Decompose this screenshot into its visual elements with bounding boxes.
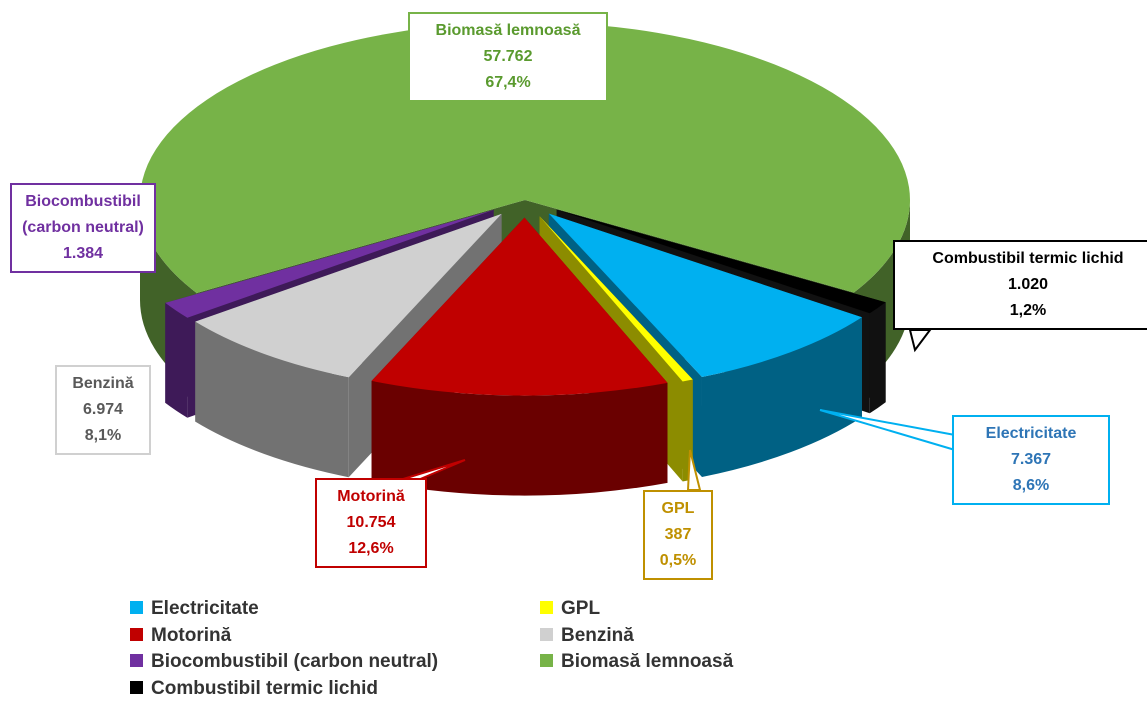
- data-label-value: 57.762: [483, 48, 533, 65]
- data-label-percent: 1,2%: [1009, 302, 1047, 319]
- slice: [165, 209, 494, 318]
- legend-swatch: [130, 627, 143, 641]
- legend-item: Biocombustibil (carbon neutral): [130, 651, 438, 673]
- data-label-name: GPL: [661, 500, 695, 517]
- slice: [539, 216, 693, 382]
- data-label: Combustibil termic lichid 1.020 1,2%: [893, 240, 1147, 330]
- data-label-percent: 0,5%: [659, 552, 697, 569]
- legend-swatch: [130, 680, 143, 694]
- data-label-name: Electricitate: [985, 425, 1077, 442]
- slice-side: [165, 302, 188, 418]
- data-label-name: Motorină: [337, 488, 405, 505]
- slice: [548, 213, 862, 377]
- legend-item: Motorină: [130, 625, 231, 647]
- data-label-percent: 67,4%: [485, 74, 531, 91]
- slice: [195, 213, 502, 378]
- data-label-percent: 12,6%: [348, 540, 394, 557]
- slice-side: [869, 302, 886, 414]
- slice: [139, 21, 910, 293]
- data-label-value: 1.384: [62, 245, 104, 262]
- data-label-name: Biomasă lemnoasă: [435, 22, 581, 39]
- legend-label: GPL: [561, 598, 601, 619]
- legend-label: Motorină: [151, 624, 232, 646]
- slice-side: [701, 317, 862, 477]
- callout-tail: [908, 329, 932, 353]
- data-label: Benzină 6.974 8,1%: [55, 365, 151, 455]
- data-label-name: Biocombustibil (carbon neutral): [22, 193, 144, 236]
- data-label-percent: 8,1%: [84, 427, 122, 444]
- legend-label: Biocombustibil (carbon neutral): [151, 651, 439, 672]
- slice: [371, 217, 668, 396]
- legend-label: Biomasă lemnoasă: [561, 651, 734, 672]
- legend-label: Combustibil termic lichid: [151, 677, 378, 699]
- slice: [556, 209, 886, 314]
- legend-label: Electricitate: [151, 598, 259, 619]
- legend-swatch: [540, 654, 553, 667]
- data-label-value: 1.020: [1007, 276, 1049, 293]
- legend-swatch: [540, 627, 553, 641]
- data-label: Electricitate 7.367 8,6%: [952, 415, 1110, 505]
- data-label: Biocombustibil (carbon neutral) 1.384: [10, 183, 156, 273]
- legend-item: Benzină: [540, 625, 634, 647]
- data-label-value: 387: [664, 526, 692, 543]
- data-label-name: Benzină: [72, 375, 134, 392]
- data-label-value: 7.367: [1010, 451, 1052, 468]
- legend-item: Biomasă lemnoasă: [540, 651, 733, 673]
- legend-swatch: [130, 601, 143, 614]
- legend-swatch: [540, 601, 553, 614]
- legend-item: Combustibil termic lichid: [130, 678, 378, 700]
- data-label: GPL 387 0,5%: [643, 490, 713, 580]
- legend-item: GPL: [540, 598, 600, 620]
- data-label-name: Combustibil termic lichid: [932, 250, 1124, 267]
- legend-label: Benzină: [561, 624, 634, 646]
- data-label: Motorină 10.754 12,6%: [315, 478, 427, 568]
- legend-swatch: [130, 654, 143, 667]
- data-label-percent: 8,6%: [1012, 477, 1050, 494]
- legend-item: Electricitate: [130, 598, 259, 620]
- data-label: Biomasă lemnoasă 57.762 67,4%: [408, 12, 608, 102]
- data-label-value: 6.974: [82, 401, 124, 418]
- slice-side: [195, 321, 349, 478]
- data-label-value: 10.754: [346, 514, 396, 531]
